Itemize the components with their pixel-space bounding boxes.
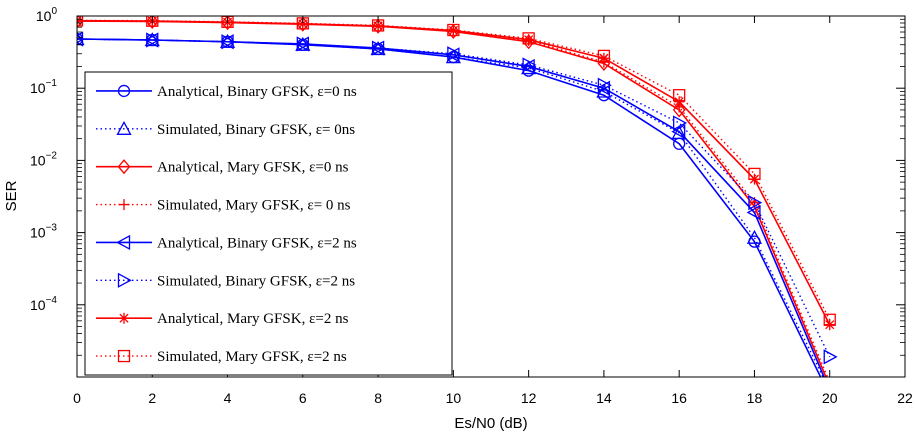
legend-swatch-marker [118, 312, 130, 324]
series-6-point [673, 115, 688, 131]
series-2-point [671, 125, 687, 140]
y-tick-label: 10−2 [30, 150, 57, 168]
series-8-point [77, 16, 84, 27]
x-tick-label: 10 [446, 390, 462, 406]
legend-label: Analytical, Mary GFSK, ε=2 ns [157, 311, 349, 327]
y-tick-label: 10−3 [30, 223, 57, 241]
series-8-point [447, 23, 460, 37]
x-tick-label: 6 [299, 390, 307, 406]
legend-label: Analytical, Mary GFSK, ε=0 ns [157, 160, 349, 176]
series-8-point [146, 16, 159, 27]
series-3-point [296, 16, 310, 32]
x-tick-label: 2 [148, 390, 156, 406]
x-tick-label: 20 [822, 390, 838, 406]
series-3-point [221, 16, 234, 31]
legend-swatch-marker [116, 120, 132, 135]
legend-swatch-marker [118, 199, 130, 211]
series-6-point [146, 32, 161, 48]
legend-label: Simulated, Mary GFSK, ε= 0 ns [157, 198, 351, 214]
series-5-point [671, 124, 686, 140]
y-axis-title: SER [3, 180, 20, 211]
series-6-point [221, 34, 236, 50]
legend-entry-1: Analytical, Binary GFSK, ε=0 ns [96, 84, 357, 100]
legend-label: Simulated, Mary GFSK, ε=2 ns [157, 349, 347, 365]
legend: Analytical, Binary GFSK, ε=0 ns Simulated… [84, 71, 453, 376]
series-8-point [522, 32, 535, 45]
legend-label: Simulated, Binary GFSK, ε=2 ns [157, 273, 355, 289]
series-6 [77, 32, 838, 365]
y-tick-label: 10−4 [30, 295, 57, 313]
series-6-point [597, 77, 612, 93]
series-4-point [829, 376, 831, 377]
series-6-point [447, 46, 462, 62]
legend-swatch-marker [117, 272, 132, 288]
series-3-point [145, 16, 159, 29]
legend-entry-4: Simulated, Mary GFSK, ε= 0 ns [96, 198, 351, 214]
series-5-point [596, 80, 611, 96]
legend-entry-5: Analytical, Binary GFSK, ε=2 ns [96, 234, 357, 251]
x-tick-label: 4 [224, 390, 232, 406]
legend-swatch-marker [117, 84, 131, 98]
series-5-point [520, 58, 535, 75]
x-tick-label: 8 [374, 390, 382, 406]
series-8-point [597, 49, 611, 63]
series-8-point [823, 313, 836, 326]
x-tick-label: 22 [897, 390, 913, 406]
legend-entry-2: Simulated, Binary GFSK, ε= 0ns [96, 120, 355, 138]
series-6-point [748, 195, 763, 211]
legend-entry-7: Analytical, Mary GFSK, ε=2 ns [96, 311, 349, 327]
legend-swatch-marker [117, 349, 131, 363]
plot-frame [76, 15, 906, 378]
legend-box [84, 71, 453, 376]
y-tick-label: 100 [36, 6, 58, 24]
series-7-point [447, 24, 459, 36]
series-2-point [746, 229, 763, 244]
x-tick-label: 18 [747, 390, 763, 406]
x-tick-label: 14 [596, 390, 612, 406]
series-3-point [447, 23, 460, 40]
series-6-point [296, 36, 311, 52]
x-tick-label: 16 [671, 390, 687, 406]
legend-label: Analytical, Binary GFSK, ε=2 ns [157, 235, 357, 251]
series-7-point [372, 20, 384, 32]
y-tick-label: 10−1 [30, 78, 57, 96]
series-7-point [673, 96, 685, 108]
legend-swatch-marker [117, 159, 131, 175]
legend-entry-8: Simulated, Mary GFSK, ε=2 ns [96, 349, 347, 365]
series-8-point [748, 167, 761, 181]
legend-swatch-marker [116, 234, 131, 251]
legend-entry-6: Simulated, Binary GFSK, ε=2 ns [96, 272, 355, 289]
series-3-point [672, 102, 686, 118]
series-3-point [371, 18, 385, 34]
series-6-point [823, 349, 838, 365]
legend-label: Analytical, Binary GFSK, ε=0 ns [157, 84, 357, 100]
x-tick-label: 12 [521, 390, 537, 406]
series-8-point [673, 89, 686, 102]
legend-entry-3: Analytical, Mary GFSK, ε=0 ns [96, 159, 349, 176]
series-6-point [371, 40, 386, 56]
x-axis-title: Es/N0 (dB) [454, 415, 527, 432]
series-5-point [746, 204, 761, 221]
series-7-point [523, 34, 535, 46]
series-line-5 [77, 38, 825, 377]
x-tick-label: 0 [73, 390, 81, 406]
legend-label: Simulated, Binary GFSK, ε= 0ns [157, 122, 355, 138]
series-7-point [598, 52, 610, 64]
series-6-point [522, 57, 537, 73]
